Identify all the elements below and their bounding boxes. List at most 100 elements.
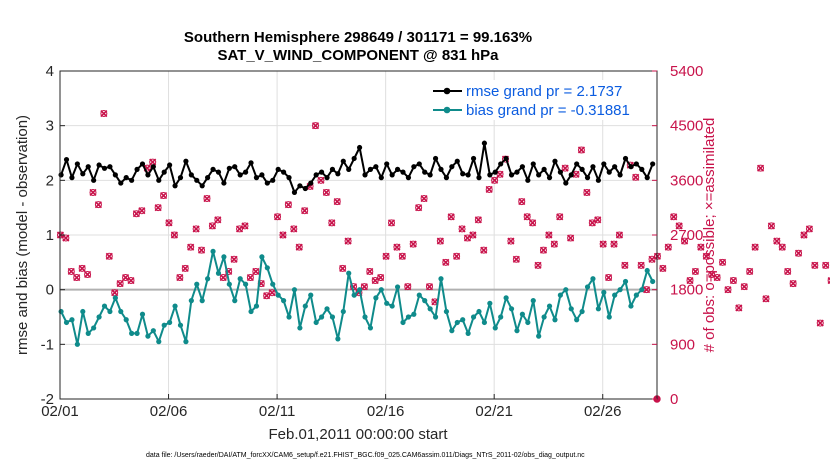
rmse-point bbox=[639, 166, 645, 172]
obs-assimilated-stroke bbox=[366, 267, 374, 276]
bias-point bbox=[498, 314, 504, 320]
obs-assimilated-marker bbox=[507, 237, 515, 245]
bias-point bbox=[541, 314, 547, 320]
bias-point bbox=[134, 330, 140, 336]
obs-assimilated-marker bbox=[778, 243, 786, 251]
bias-point bbox=[194, 281, 200, 287]
obs-assimilated-stroke bbox=[328, 219, 336, 227]
obs-possible-marker bbox=[615, 231, 623, 239]
obs-assimilated-marker bbox=[708, 270, 716, 279]
obs-possible-marker bbox=[523, 213, 531, 221]
bias-point bbox=[297, 325, 303, 331]
obs-possible-marker bbox=[827, 277, 830, 284]
obs-assimilated-marker bbox=[746, 267, 754, 276]
obs-possible-marker bbox=[339, 264, 347, 272]
obs-assimilated-stroke bbox=[507, 237, 515, 245]
bias-point bbox=[188, 298, 194, 304]
obs-possible-marker bbox=[377, 274, 385, 282]
obs-possible-marker bbox=[686, 277, 694, 285]
bias-point bbox=[264, 265, 270, 271]
obs-possible-marker bbox=[246, 274, 254, 282]
obs-assimilated-stroke bbox=[561, 164, 569, 172]
obs-assimilated-marker bbox=[729, 276, 737, 285]
obs-possible-marker bbox=[795, 249, 803, 257]
rmse-point bbox=[156, 177, 162, 183]
bias-point bbox=[308, 292, 314, 298]
rmse-point bbox=[172, 183, 178, 189]
obs-possible-marker bbox=[496, 170, 504, 178]
rmse-point bbox=[253, 175, 260, 181]
rmse-point bbox=[335, 171, 341, 177]
obs-possible-marker bbox=[409, 240, 417, 248]
obs-assimilated-marker bbox=[474, 216, 482, 224]
obs-possible-marker bbox=[317, 176, 325, 184]
obs-assimilated-marker bbox=[187, 243, 195, 251]
rmse-point bbox=[183, 158, 189, 164]
rmse-point bbox=[167, 162, 173, 168]
obs-assimilated-marker bbox=[154, 204, 162, 212]
obs-assimilated-stroke bbox=[784, 267, 792, 276]
rmse-point bbox=[308, 180, 314, 186]
rmse-point bbox=[210, 166, 216, 172]
obs-assimilated-marker bbox=[659, 264, 667, 272]
obs-assimilated-marker bbox=[518, 198, 526, 206]
obs-assimilated-stroke bbox=[686, 276, 694, 285]
rmse-point bbox=[232, 164, 238, 170]
obs-possible-marker bbox=[561, 164, 569, 172]
obs-possible-marker bbox=[366, 267, 374, 275]
bias-point bbox=[460, 317, 466, 323]
rmse-point bbox=[324, 175, 330, 181]
obs-assimilated-marker bbox=[371, 276, 379, 285]
bias-point bbox=[508, 306, 515, 312]
bias-point bbox=[253, 303, 260, 309]
obs-possible-marker bbox=[811, 261, 819, 269]
obs-assimilated-stroke bbox=[702, 252, 710, 260]
obs-assimilated-stroke bbox=[670, 213, 678, 221]
right-tick-label: 1800 bbox=[670, 282, 703, 299]
bias-point bbox=[389, 303, 395, 309]
rmse-point bbox=[563, 180, 569, 186]
bias-point bbox=[96, 314, 102, 320]
obs-assimilated-stroke bbox=[599, 240, 607, 248]
obs-assimilated-stroke bbox=[78, 264, 86, 272]
legend-box bbox=[428, 80, 654, 120]
rmse-point bbox=[286, 175, 292, 181]
obs-assimilated-marker bbox=[366, 267, 374, 276]
right-tick-label: 900 bbox=[670, 336, 695, 353]
obs-assimilated-stroke bbox=[387, 219, 396, 227]
obs-assimilated-marker bbox=[632, 173, 640, 181]
obs-assimilated-stroke bbox=[398, 252, 406, 260]
rmse-point bbox=[74, 161, 80, 167]
obs-possible-marker bbox=[599, 240, 607, 248]
obs-assimilated-marker bbox=[724, 286, 732, 294]
obs-assimilated-stroke bbox=[713, 273, 721, 282]
obs-possible-marker bbox=[767, 222, 775, 230]
obs-possible-marker bbox=[740, 283, 748, 291]
obs-assimilated-stroke bbox=[116, 280, 124, 288]
obs-assimilated-stroke bbox=[778, 243, 786, 251]
obs-assimilated-marker bbox=[105, 252, 113, 260]
rmse-point bbox=[574, 161, 580, 167]
obs-assimilated-stroke bbox=[382, 252, 390, 260]
obs-possible-marker bbox=[436, 237, 444, 245]
rmse-point bbox=[384, 161, 390, 167]
x-axis-ticks: 02/01 02/06 02/11 02/16 02/21 02/26 bbox=[41, 394, 622, 420]
obs-possible-marker bbox=[675, 222, 683, 230]
obs-assimilated-marker bbox=[176, 273, 184, 282]
obs-assimilated-stroke bbox=[681, 237, 689, 245]
obs-assimilated-stroke bbox=[273, 213, 282, 221]
obs-assimilated-stroke bbox=[214, 216, 222, 224]
bias-point bbox=[546, 303, 553, 309]
obs-possible-marker bbox=[778, 243, 786, 251]
bias-point bbox=[286, 314, 292, 320]
obs-assimilated-stroke bbox=[192, 225, 200, 233]
obs-assimilated-marker bbox=[208, 222, 216, 230]
obs-assimilated-marker bbox=[415, 204, 423, 212]
obs-possible-marker bbox=[425, 283, 433, 291]
obs-possible-marker bbox=[420, 195, 428, 203]
bias-point bbox=[107, 308, 113, 315]
rmse-point bbox=[101, 165, 108, 171]
rmse-point bbox=[519, 164, 526, 170]
obs-assimilated-stroke bbox=[344, 237, 352, 245]
rmse-point bbox=[215, 169, 222, 175]
